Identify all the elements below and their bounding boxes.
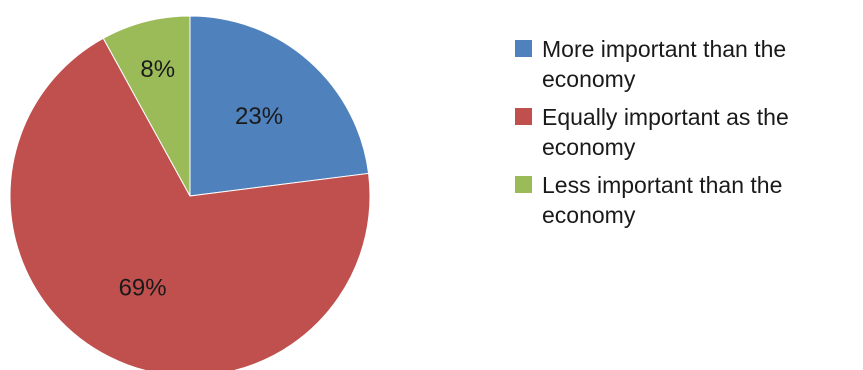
legend-swatch-less-important	[515, 176, 532, 193]
pie-slices	[9, 15, 371, 370]
data-label-equally-important-as-the-economy: 69%	[119, 274, 167, 301]
legend-label-equally-important: Equally important as the economy	[542, 104, 789, 160]
pie-plot-area: 23% 69% 8%	[9, 15, 371, 370]
legend-item-more-important: More important than the economy	[515, 34, 860, 94]
legend: More important than the economy Equally …	[515, 34, 860, 238]
data-label-less-important-than-the-economy: 8%	[140, 56, 175, 83]
legend-item-less-important: Less important than the economy	[515, 170, 860, 230]
pie-slice-less-important-than-the-economy	[102, 15, 191, 197]
legend-label-more-important: More important than the economy	[542, 36, 787, 92]
legend-label-less-important: Less important than the economy	[542, 172, 783, 228]
legend-swatch-more-important	[515, 40, 532, 57]
pie-slice-equally-important-as-the-economy	[9, 37, 371, 370]
pie-slice-more-important-than-the-economy	[189, 15, 370, 197]
data-label-more-important-than-the-economy: 23%	[235, 103, 283, 130]
legend-swatch-equally-important	[515, 108, 532, 125]
legend-item-equally-important: Equally important as the economy	[515, 102, 860, 162]
pie-data-labels: 23% 69% 8%	[119, 56, 283, 302]
